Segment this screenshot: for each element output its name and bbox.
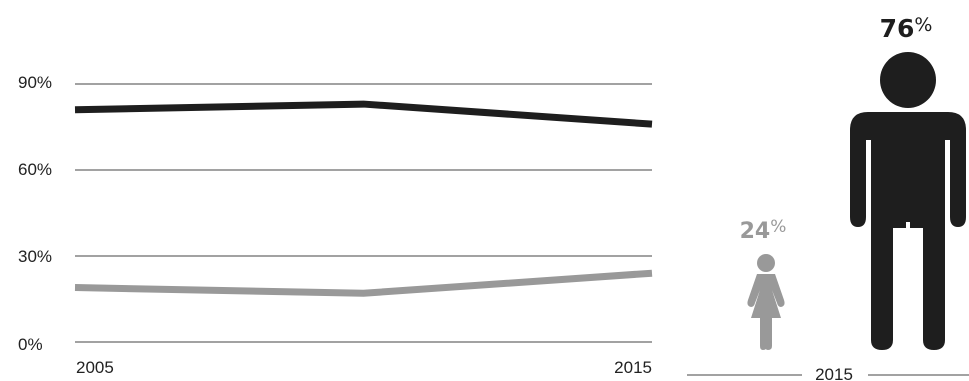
men-percent: 76% — [880, 14, 933, 43]
women-percent: 24% — [740, 217, 787, 244]
y-tick-label: 30% — [18, 247, 52, 266]
women-percent-value: 24 — [740, 219, 771, 244]
series-lines — [74, 100, 653, 297]
series-line-women — [74, 269, 653, 297]
y-axis-ticks: 0% 30% 60% 90% — [18, 73, 52, 354]
men-percent-value: 76 — [880, 14, 915, 43]
men-percent-symbol: % — [914, 14, 932, 36]
gridlines — [75, 83, 652, 343]
y-tick-label: 90% — [18, 73, 52, 92]
series-line-men — [74, 100, 653, 128]
x-tick-label: 2005 — [76, 358, 114, 377]
man-icon — [850, 52, 966, 350]
x-tick-label: 2015 — [614, 358, 652, 377]
year-label: 2015 — [815, 365, 853, 381]
x-axis-ticks: 2005 2015 — [76, 358, 652, 377]
y-tick-label: 60% — [18, 160, 52, 179]
women-percent-symbol: % — [770, 217, 786, 237]
y-tick-label: 0% — [18, 335, 43, 354]
woman-icon — [747, 254, 785, 350]
gender-infographic: 76% 24% 2015 — [687, 14, 969, 381]
